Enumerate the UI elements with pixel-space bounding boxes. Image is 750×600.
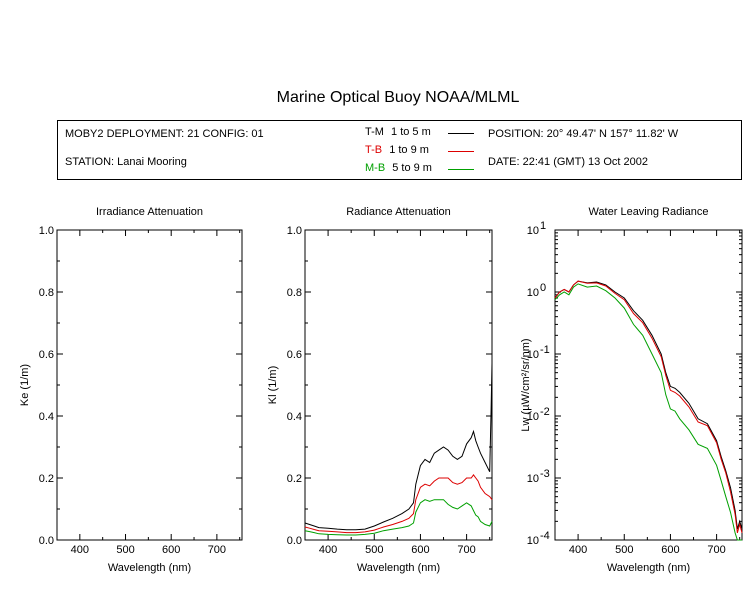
y-tick-label: 10 [527,287,539,299]
y-axis-title: Kl (1/m) [267,366,279,405]
x-tick-label: 600 [162,544,180,556]
x-tick-label: 500 [116,544,134,556]
y-tick-exponent: -4 [540,530,550,542]
page-title: Marine Optical Buoy NOAA/MLML [276,89,520,106]
series-line-m-b [304,499,493,536]
y-tick-label: 10 [527,411,539,423]
legend-line-tb [448,151,474,152]
info-box: MOBY2 DEPLOYMENT: 21 CONFIG: 01 STATION:… [57,120,742,180]
y-tick-label: 10 [527,349,539,361]
y-tick-label: 10 [527,225,539,237]
chart-radiance: Radiance Attenuation 400 500 600 700 0.0 0.2 0.… [267,206,493,574]
y-tick-label: 1.0 [287,225,302,237]
x-tick-label: 400 [319,544,337,556]
legend-entry-tb: T-B 1 to 9 m [365,144,429,156]
y-tick-label: 10 [527,535,539,547]
x-tick-label: 500 [365,544,383,556]
legend-depth-mb: 5 to 9 m [392,162,432,174]
x-tick-label: 700 [457,544,475,556]
y-axis-title: Lw (µW/cm²/sr/nm) [520,338,532,431]
position-text: POSITION: 20° 49.47' N 157° 11.82' W [488,128,679,140]
x-axis-title: Wavelength (nm) [607,562,690,574]
y-tick-exponent: -1 [540,344,550,356]
y-tick-label: 0.6 [39,349,54,361]
y-tick-label: 0.8 [287,287,302,299]
x-tick-label: 400 [569,544,587,556]
y-tick-exponent: 0 [540,282,546,294]
legend-entry-mb: M-B 5 to 9 m [365,162,432,174]
plot-frame [304,229,493,541]
y-tick-label: 0.8 [39,287,54,299]
x-tick-label: 700 [707,544,725,556]
x-tick-label: 700 [208,544,226,556]
legend-code-tm: T-M [365,126,384,138]
station-text: STATION: Lanai Mooring [65,156,187,168]
y-axis-title: Ke (1/m) [19,364,31,406]
y-tick-exponent: -3 [540,468,550,480]
x-axis-title: Wavelength (nm) [108,562,191,574]
y-tick-label: 0.0 [287,535,302,547]
plot-frame [56,229,243,541]
y-tick-label: 0.6 [287,349,302,361]
date-text: DATE: 22:41 (GMT) 13 Oct 2002 [488,156,648,168]
y-tick-label: 0.2 [287,473,302,485]
x-axis-title: Wavelength (nm) [357,562,440,574]
y-tick-exponent: 1 [540,220,546,232]
y-tick-label: 0.4 [287,411,302,423]
series-line-t-m [554,280,743,530]
legend-depth-tb: 1 to 9 m [389,144,429,156]
y-tick-label: 10 [527,473,539,485]
chart-title: Irradiance Attenuation [96,206,203,218]
x-tick-label: 600 [661,544,679,556]
y-tick-label: 1.0 [39,225,54,237]
legend-line-tm [448,133,474,134]
legend-entry-tm: T-M 1 to 5 m [365,126,431,138]
y-tick-exponent: -2 [540,406,550,418]
series-line-t-b [304,474,493,534]
series-line-t-m [304,363,493,531]
x-tick-label: 600 [411,544,429,556]
deployment-text: MOBY2 DEPLOYMENT: 21 CONFIG: 01 [65,128,264,140]
x-tick-label: 400 [71,544,89,556]
y-tick-label: 0.2 [39,473,54,485]
legend-code-mb: M-B [365,162,386,174]
legend-line-mb [448,169,474,170]
y-tick-label: 0.0 [39,535,54,547]
legend-depth-tm: 1 to 5 m [391,126,431,138]
y-tick-label: 0.4 [39,411,54,423]
chart-title: Water Leaving Radiance [588,206,708,218]
chart-title: Radiance Attenuation [346,206,451,218]
plot-frame [554,229,743,541]
series-line-m-b [554,283,742,541]
x-tick-label: 500 [615,544,633,556]
series-line-t-b [554,280,743,534]
legend-code-tb: T-B [365,144,383,156]
chart-irradiance: Irradiance Attenuation 400 500 600 700 0.0 0.2… [19,206,243,574]
